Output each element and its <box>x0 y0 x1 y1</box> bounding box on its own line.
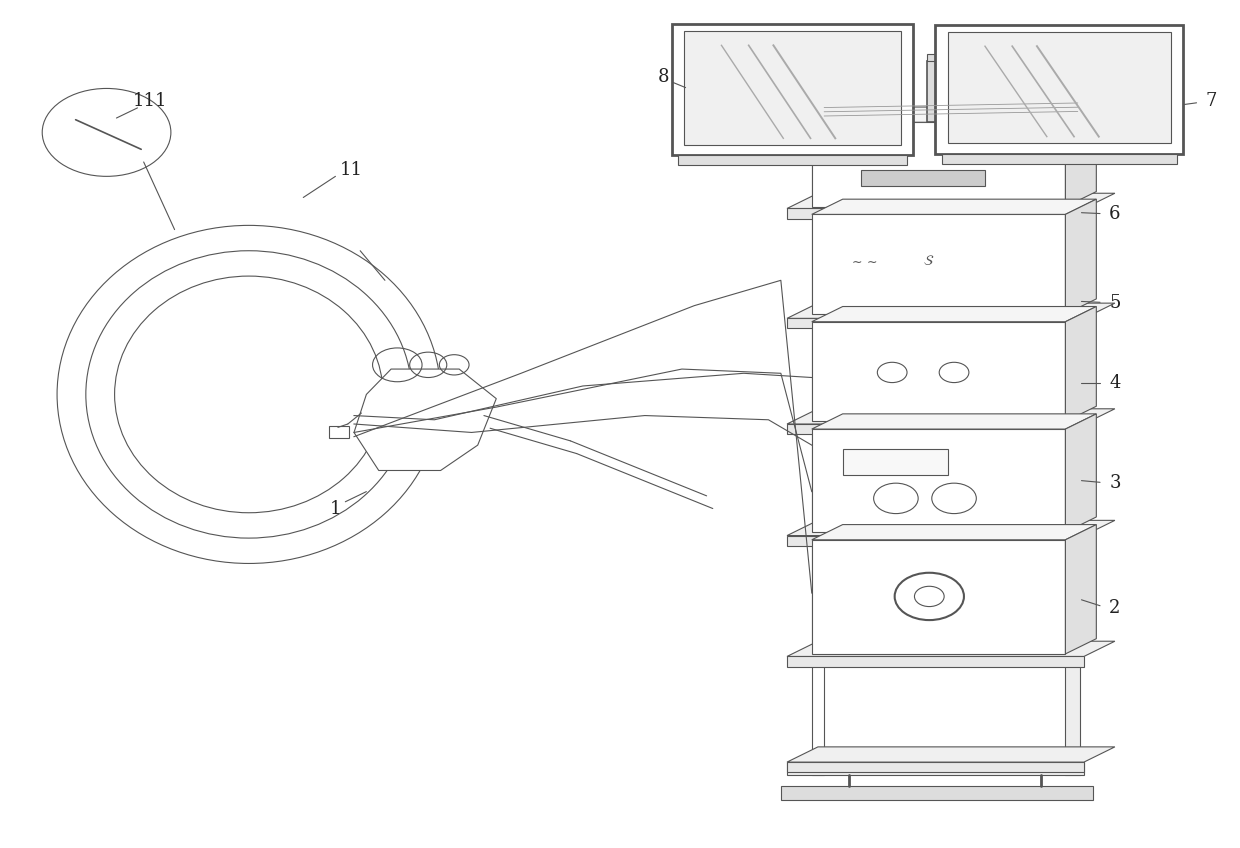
Text: 5: 5 <box>1110 294 1121 312</box>
Polygon shape <box>1065 107 1096 207</box>
Polygon shape <box>787 303 1115 318</box>
Polygon shape <box>1065 306 1096 421</box>
Polygon shape <box>787 318 1084 328</box>
Text: 4: 4 <box>1110 375 1121 393</box>
Text: 3: 3 <box>1109 474 1121 492</box>
Bar <box>678 155 906 165</box>
Text: 8: 8 <box>657 69 670 86</box>
Bar <box>926 53 949 60</box>
Polygon shape <box>812 107 1096 122</box>
Polygon shape <box>935 25 1183 153</box>
Polygon shape <box>812 122 1065 207</box>
Polygon shape <box>1065 199 1096 314</box>
Bar <box>812 107 825 775</box>
Polygon shape <box>787 424 1084 434</box>
Bar <box>843 449 947 475</box>
Text: $\mathcal{S}$: $\mathcal{S}$ <box>923 254 935 268</box>
Polygon shape <box>353 369 496 471</box>
Bar <box>684 31 900 145</box>
Polygon shape <box>672 25 913 155</box>
Polygon shape <box>812 540 1065 654</box>
Polygon shape <box>812 199 1096 215</box>
Text: 11: 11 <box>340 161 363 180</box>
Bar <box>947 32 1171 143</box>
Polygon shape <box>1065 525 1096 654</box>
Polygon shape <box>787 209 1084 219</box>
Polygon shape <box>787 656 1084 667</box>
Polygon shape <box>787 747 1115 762</box>
Polygon shape <box>812 321 1065 421</box>
Text: 1: 1 <box>330 499 341 517</box>
Bar <box>926 60 949 122</box>
Polygon shape <box>787 762 1084 775</box>
Text: 111: 111 <box>133 92 167 110</box>
Polygon shape <box>787 536 1084 546</box>
Polygon shape <box>787 521 1115 536</box>
Text: 2: 2 <box>1110 600 1121 617</box>
Text: $\sim\sim$: $\sim\sim$ <box>849 255 878 268</box>
Polygon shape <box>812 429 1065 533</box>
Text: 7: 7 <box>1205 92 1218 110</box>
Polygon shape <box>787 641 1115 656</box>
Polygon shape <box>787 193 1115 209</box>
Polygon shape <box>812 525 1096 540</box>
Bar <box>330 426 348 438</box>
Text: 6: 6 <box>1109 205 1121 223</box>
Polygon shape <box>1065 414 1096 533</box>
Polygon shape <box>812 414 1096 429</box>
Bar <box>941 153 1177 164</box>
Bar <box>862 170 985 186</box>
Polygon shape <box>781 786 1092 801</box>
Bar <box>1065 107 1080 775</box>
Polygon shape <box>787 409 1115 424</box>
Polygon shape <box>812 306 1096 321</box>
Polygon shape <box>787 762 1084 773</box>
Polygon shape <box>812 215 1065 314</box>
